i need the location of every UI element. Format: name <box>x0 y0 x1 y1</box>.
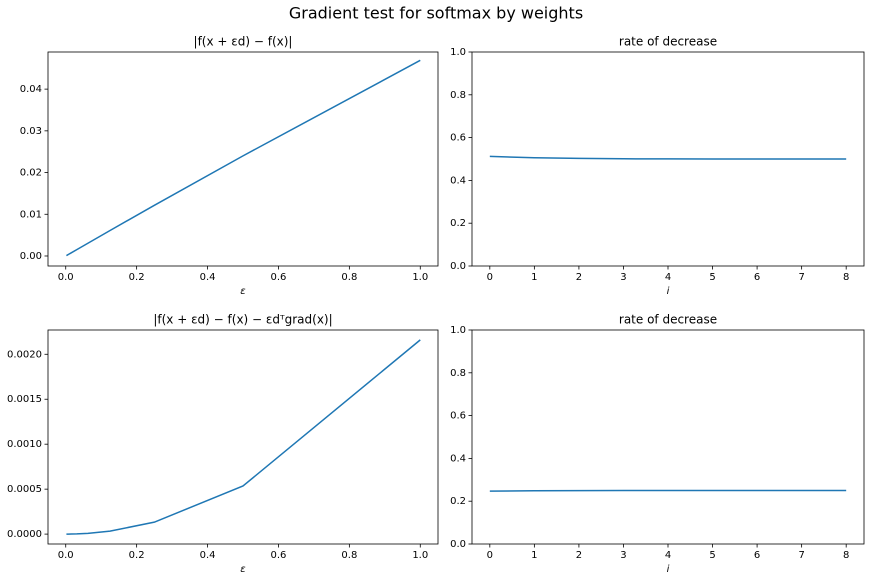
y-tick-label: 0.8 <box>450 368 466 379</box>
y-tick-label: 0.0020 <box>7 349 42 360</box>
y-tick-label: 0.03 <box>20 126 42 137</box>
axes-frame <box>471 329 865 545</box>
y-tick-label: 0.0 <box>450 539 466 550</box>
y-tick-label: 0.6 <box>450 411 466 422</box>
x-tick-label: 5 <box>709 272 715 283</box>
x-tick-label: 2 <box>576 272 582 283</box>
x-tick-label: 0.0 <box>58 550 74 561</box>
x-axis-label: i <box>667 564 670 575</box>
y-tick-label: 0.0010 <box>7 439 42 450</box>
data-line <box>66 59 421 257</box>
y-tick-label: 0.00 <box>20 251 42 262</box>
y-tick-label: 0.02 <box>20 168 42 179</box>
x-tick-label: 8 <box>843 550 849 561</box>
y-tick-label: 0.8 <box>450 90 466 101</box>
y-tick-label: 0.6 <box>450 133 466 144</box>
x-tick-label: 3 <box>620 550 626 561</box>
x-tick-label: 0.8 <box>341 272 357 283</box>
x-axis-label: ε <box>240 564 246 575</box>
x-axis-label: ε <box>240 286 246 297</box>
x-tick-label: 0 <box>487 550 493 561</box>
data-line <box>489 489 847 492</box>
x-tick-label: 0.4 <box>200 550 216 561</box>
x-tick-label: 6 <box>754 272 760 283</box>
data-line <box>489 155 847 160</box>
y-tick-label: 0.2 <box>450 218 466 229</box>
y-tick-label: 0.0 <box>450 261 466 272</box>
y-tick-label: 0.4 <box>450 175 466 186</box>
x-tick-label: 0.2 <box>129 550 145 561</box>
x-tick-label: 5 <box>709 550 715 561</box>
y-tick-label: 0.2 <box>450 496 466 507</box>
x-tick-label: 1 <box>531 550 537 561</box>
y-tick-label: 0.0005 <box>7 484 42 495</box>
x-tick-label: 0.6 <box>271 550 287 561</box>
x-tick-label: 7 <box>798 550 804 561</box>
axes-title: rate of decrease <box>619 313 717 327</box>
x-tick-label: 0 <box>487 272 493 283</box>
x-tick-label: 1.0 <box>412 550 428 561</box>
x-tick-label: 1 <box>531 272 537 283</box>
axes-title: |f(x + εd) − f(x)| <box>194 35 293 49</box>
x-tick-label: 4 <box>665 550 671 561</box>
x-tick-label: 0.8 <box>341 550 357 561</box>
y-tick-label: 0.4 <box>450 453 466 464</box>
x-tick-label: 0.4 <box>200 272 216 283</box>
x-tick-label: 8 <box>843 272 849 283</box>
y-tick-label: 0.0015 <box>7 394 42 405</box>
x-tick-label: 4 <box>665 272 671 283</box>
x-tick-label: 6 <box>754 550 760 561</box>
x-axis-label: i <box>667 286 670 297</box>
y-tick-label: 0.0000 <box>7 529 42 540</box>
y-tick-label: 0.04 <box>20 84 42 95</box>
y-tick-label: 1.0 <box>450 325 466 336</box>
x-tick-label: 0.0 <box>58 272 74 283</box>
figure-title: Gradient test for softmax by weights <box>289 4 583 23</box>
x-tick-label: 3 <box>620 272 626 283</box>
axes-frame <box>47 329 439 545</box>
x-tick-label: 7 <box>798 272 804 283</box>
y-tick-label: 0.01 <box>20 209 42 220</box>
x-tick-label: 0.6 <box>271 272 287 283</box>
data-line <box>66 339 421 535</box>
axes-frame <box>47 51 439 267</box>
axes-title: rate of decrease <box>619 35 717 49</box>
x-tick-label: 0.2 <box>129 272 145 283</box>
x-tick-label: 2 <box>576 550 582 561</box>
axes-frame <box>471 51 865 267</box>
y-tick-label: 1.0 <box>450 47 466 58</box>
axes-title: |f(x + εd) − f(x) − εdᵀgrad(x)| <box>153 313 332 327</box>
x-tick-label: 1.0 <box>412 272 428 283</box>
